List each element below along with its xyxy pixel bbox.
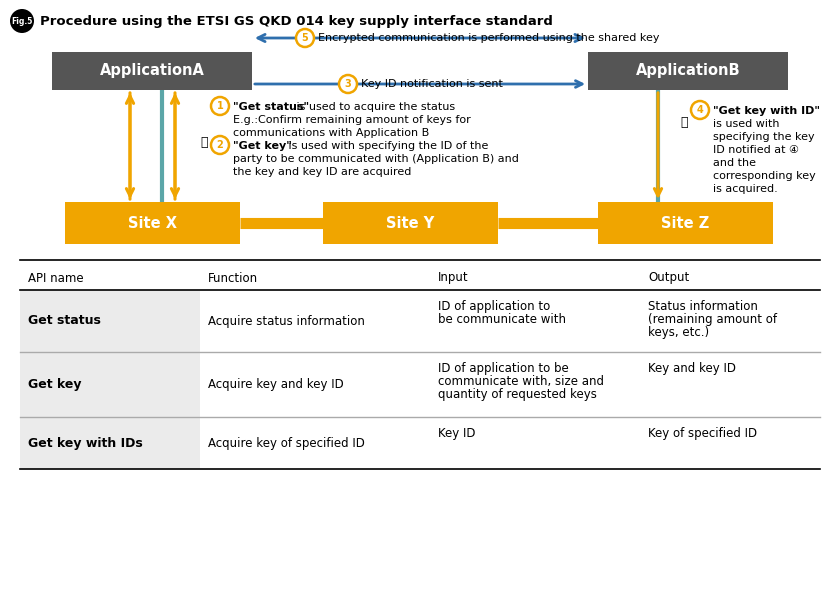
Text: keys, etc.): keys, etc.) <box>648 326 709 339</box>
Text: ID of application to be: ID of application to be <box>438 362 569 375</box>
Text: Site Y: Site Y <box>386 215 434 230</box>
Text: Get key: Get key <box>28 378 81 391</box>
Text: 3: 3 <box>344 79 351 89</box>
Text: 🔑: 🔑 <box>680 115 688 128</box>
Text: ApplicationB: ApplicationB <box>636 64 740 79</box>
Text: Procedure using the ETSI GS QKD 014 key supply interface standard: Procedure using the ETSI GS QKD 014 key … <box>40 14 553 28</box>
Text: is used with: is used with <box>713 119 780 129</box>
Bar <box>323 202 498 244</box>
Bar <box>588 52 788 90</box>
Text: API name: API name <box>28 271 84 284</box>
Circle shape <box>296 29 314 47</box>
Text: is used to acquire the status: is used to acquire the status <box>293 102 455 112</box>
Bar <box>20 417 200 469</box>
Text: Status information: Status information <box>648 300 758 313</box>
Text: is acquired.: is acquired. <box>713 184 778 194</box>
Text: the key and key ID are acquired: the key and key ID are acquired <box>233 167 412 177</box>
Text: Function: Function <box>208 271 258 284</box>
Text: 5: 5 <box>302 33 308 43</box>
Bar <box>52 52 252 90</box>
Text: Fig.5: Fig.5 <box>11 16 33 25</box>
Text: Key ID: Key ID <box>438 427 475 440</box>
Text: Site X: Site X <box>128 215 177 230</box>
Bar <box>598 202 773 244</box>
Text: Key ID notification is sent: Key ID notification is sent <box>361 79 503 89</box>
Circle shape <box>339 75 357 93</box>
Text: communicate with, size and: communicate with, size and <box>438 375 604 388</box>
Circle shape <box>211 97 229 115</box>
Text: Encrypted communication is performed using the shared key: Encrypted communication is performed usi… <box>318 33 659 43</box>
Circle shape <box>691 101 709 119</box>
Text: "Get key": "Get key" <box>233 141 291 151</box>
Circle shape <box>211 136 229 154</box>
Text: 🔑: 🔑 <box>200 136 207 149</box>
Text: Input: Input <box>438 271 469 284</box>
Text: 2: 2 <box>217 140 223 150</box>
Text: communications with Application B: communications with Application B <box>233 128 429 138</box>
Text: Acquire status information: Acquire status information <box>208 314 365 328</box>
Text: (remaining amount of: (remaining amount of <box>648 313 777 326</box>
Text: Key of specified ID: Key of specified ID <box>648 427 757 440</box>
Text: Get key with IDs: Get key with IDs <box>28 437 143 449</box>
Text: Output: Output <box>648 271 690 284</box>
Text: Get status: Get status <box>28 314 101 328</box>
Text: Acquire key and key ID: Acquire key and key ID <box>208 378 344 391</box>
Text: 1: 1 <box>217 101 223 111</box>
Text: specifying the key: specifying the key <box>713 132 815 142</box>
Circle shape <box>10 9 34 33</box>
Text: 4: 4 <box>696 105 703 115</box>
Text: party to be communicated with (Application B) and: party to be communicated with (Applicati… <box>233 154 519 164</box>
Text: is used with specifying the ID of the: is used with specifying the ID of the <box>285 141 488 151</box>
Text: Key and key ID: Key and key ID <box>648 362 736 375</box>
Text: Acquire key of specified ID: Acquire key of specified ID <box>208 437 365 449</box>
Text: corresponding key: corresponding key <box>713 171 816 181</box>
Text: ID of application to: ID of application to <box>438 300 550 313</box>
Text: and the: and the <box>713 158 756 168</box>
Text: Site Z: Site Z <box>661 215 710 230</box>
Text: be communicate with: be communicate with <box>438 313 566 326</box>
Bar <box>20 290 200 352</box>
Bar <box>65 202 240 244</box>
Text: ID notified at ④: ID notified at ④ <box>713 145 799 155</box>
Text: quantity of requested keys: quantity of requested keys <box>438 388 597 401</box>
Text: "Get status": "Get status" <box>233 102 309 112</box>
Text: "Get key with ID": "Get key with ID" <box>713 106 820 116</box>
Text: ApplicationA: ApplicationA <box>100 64 204 79</box>
Text: E.g.:Confirm remaining amount of keys for: E.g.:Confirm remaining amount of keys fo… <box>233 115 470 125</box>
Bar <box>20 352 200 417</box>
